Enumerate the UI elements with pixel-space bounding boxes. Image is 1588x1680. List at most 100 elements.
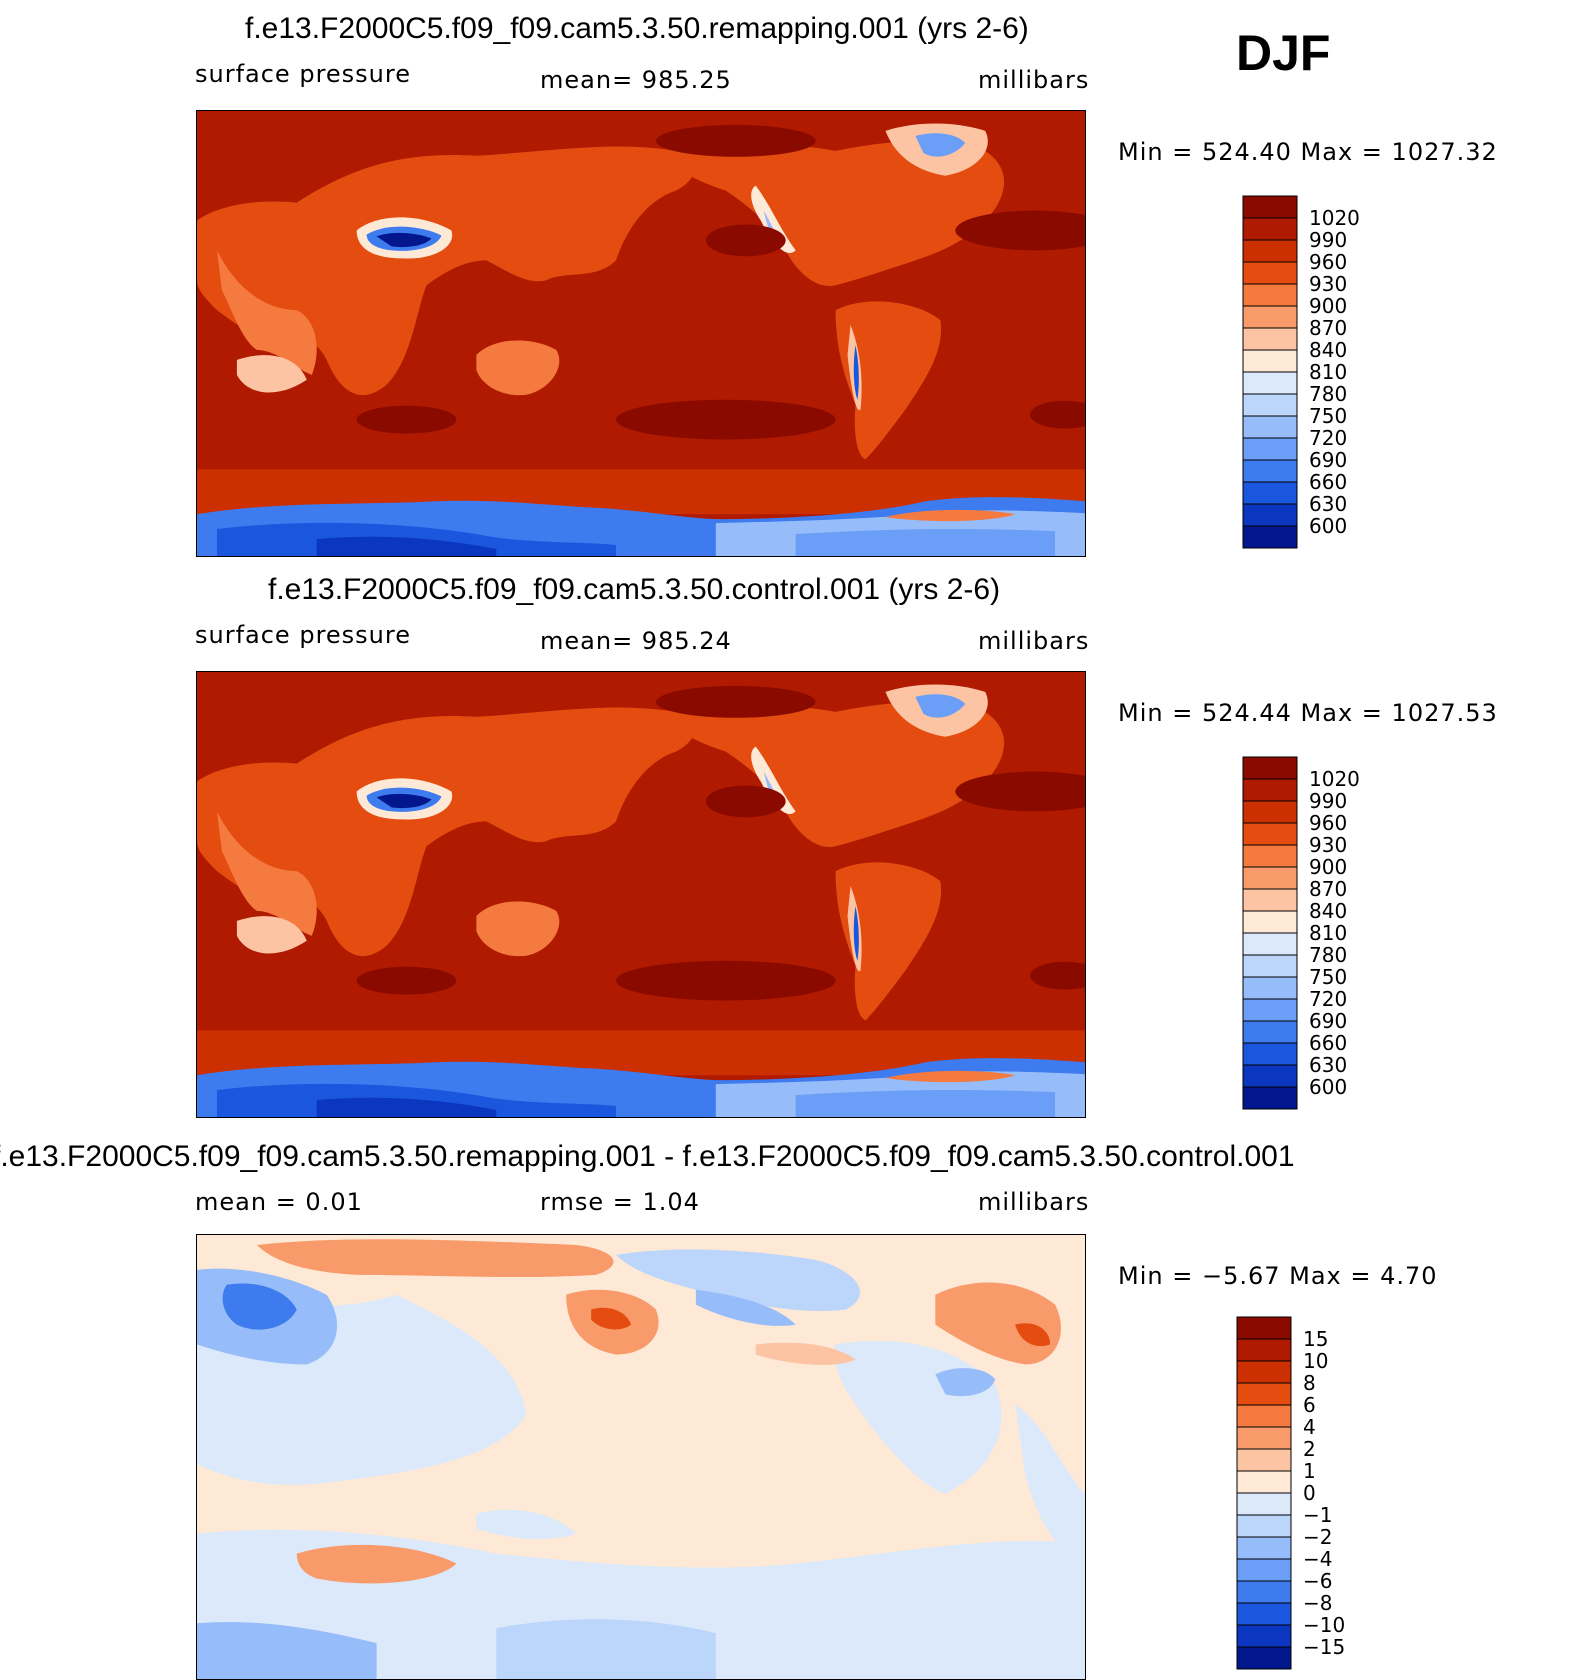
panel-2-mean-label: mean= 985.24 bbox=[540, 627, 732, 655]
panel-3-colorbar-tick-label: −4 bbox=[1303, 1547, 1332, 1571]
panel-1-colorbar-tick-label: 630 bbox=[1309, 492, 1347, 516]
panel-1-colorbar-swatch bbox=[1242, 283, 1298, 307]
panel-3-colorbar-tick-label: 6 bbox=[1303, 1393, 1316, 1417]
panel-1-colorbar-swatch bbox=[1242, 415, 1298, 439]
panel-1-colorbar-swatch bbox=[1242, 503, 1298, 527]
panel-3-colorbar-tick-label: 4 bbox=[1303, 1415, 1316, 1439]
panel-2-units-label: millibars bbox=[978, 627, 1090, 655]
panel-3-colorbar-tick-label: 0 bbox=[1303, 1481, 1316, 1505]
panel-3-map bbox=[196, 1234, 1086, 1680]
panel-3-colorbar-tick-label: 15 bbox=[1303, 1327, 1328, 1351]
panel-3-colorbar-swatch bbox=[1236, 1316, 1292, 1340]
panel-3-colorbar-tick-label: −15 bbox=[1303, 1635, 1345, 1659]
panel-1-map bbox=[196, 110, 1086, 557]
panel-3-colorbar-tick-label: 1 bbox=[1303, 1459, 1316, 1483]
panel-2-variable-label: surface pressure bbox=[195, 621, 411, 649]
panel-1-colorbar-tick-label: 750 bbox=[1309, 404, 1347, 428]
panel-2-colorbar-tick-label: 930 bbox=[1309, 833, 1347, 857]
panel-3-colorbar-tick-label: 2 bbox=[1303, 1437, 1316, 1461]
panel-3-colorbar-swatch bbox=[1236, 1558, 1292, 1582]
panel-2-colorbar-swatch bbox=[1242, 954, 1298, 978]
tibet-low bbox=[376, 232, 432, 248]
panel-2-colorbar-tick-label: 990 bbox=[1309, 789, 1347, 813]
panel-1-colorbar-tick-label: 720 bbox=[1309, 426, 1347, 450]
australia bbox=[476, 340, 560, 396]
panel-2-colorbar-swatch bbox=[1242, 800, 1298, 824]
panel-3-colorbar-tick-label: −2 bbox=[1303, 1525, 1332, 1549]
tibet-low bbox=[376, 793, 432, 809]
panel-1-colorbar-swatch bbox=[1242, 239, 1298, 263]
panel-2-colorbar-tick-label: 750 bbox=[1309, 965, 1347, 989]
panel-2-colorbar-swatch bbox=[1242, 1086, 1298, 1110]
panel-1-colorbar-tick-label: 1020 bbox=[1309, 206, 1360, 230]
panel-2-colorbar-svg: 1020990960930900870840810780750720690660… bbox=[1242, 756, 1360, 1110]
panel-3-colorbar-swatch bbox=[1236, 1404, 1292, 1428]
panel-1-colorbar-swatch bbox=[1242, 217, 1298, 241]
panel-1-colorbar-swatch bbox=[1242, 305, 1298, 329]
panel-2-colorbar-tick-label: 810 bbox=[1309, 921, 1347, 945]
panel-2-colorbar-tick-label: 900 bbox=[1309, 855, 1347, 879]
panel-1-colorbar-swatch bbox=[1242, 393, 1298, 417]
panel-2-colorbar-tick-label: 690 bbox=[1309, 1009, 1347, 1033]
panel-1-colorbar: 1020 990 960 930 900 870 840 810 780 750 720 690 660… bbox=[1242, 195, 1393, 549]
panel-1-colorbar-tick-label: 930 bbox=[1309, 272, 1347, 296]
panel-1-colorbar-swatch bbox=[1242, 371, 1298, 395]
north-america bbox=[665, 141, 1005, 286]
south-america bbox=[835, 301, 942, 460]
season-label: DJF bbox=[1236, 25, 1331, 81]
panel-2-colorbar-swatch bbox=[1242, 1042, 1298, 1066]
panel-2-colorbar-tick-label: 630 bbox=[1309, 1053, 1347, 1077]
panel-3-colorbar-tick-label: −6 bbox=[1303, 1569, 1332, 1593]
panel-1-colorbar-tick-label: 660 bbox=[1309, 470, 1347, 494]
panel-2-colorbar-swatch bbox=[1242, 910, 1298, 934]
panel-3-colorbar-swatch bbox=[1236, 1448, 1292, 1472]
panel-1-mean-label: mean= 985.25 bbox=[540, 66, 732, 94]
eurasia-africa bbox=[197, 707, 695, 957]
panel-2-colorbar-swatch bbox=[1242, 866, 1298, 890]
south-america bbox=[835, 862, 942, 1021]
panel-1-colorbar-swatch bbox=[1242, 195, 1298, 219]
panel-3-colorbar-swatch bbox=[1236, 1514, 1292, 1538]
panel-2-colorbar-tick-label: 1020 bbox=[1309, 767, 1360, 791]
panel-1-title: f.e13.F2000C5.f09_f09.cam5.3.50.remappin… bbox=[245, 12, 1029, 45]
panel-2-colorbar-swatch bbox=[1242, 844, 1298, 868]
panel-3-colorbar-swatch bbox=[1236, 1624, 1292, 1648]
panel-3-colorbar-swatch bbox=[1236, 1492, 1292, 1516]
panel-1-variable-label: surface pressure bbox=[195, 60, 411, 88]
panel-3-colorbar-swatch bbox=[1236, 1536, 1292, 1560]
panel-3-colorbar-swatch bbox=[1236, 1338, 1292, 1362]
panel-1-colorbar-swatch bbox=[1242, 261, 1298, 285]
panel-3-rmse-label: rmse = 1.04 bbox=[540, 1188, 700, 1216]
panel-2-map bbox=[196, 671, 1086, 1118]
panel-1-units-label: millibars bbox=[978, 66, 1090, 94]
panel-1-colorbar-swatch bbox=[1242, 349, 1298, 373]
panel-1-colorbar-tick-label: 840 bbox=[1309, 338, 1347, 362]
panel-1-colorbar-svg: 1020990960930900870840810780750720690660… bbox=[1242, 195, 1360, 549]
panel-2-colorbar-swatch bbox=[1242, 778, 1298, 802]
panel-2-colorbar-swatch bbox=[1242, 888, 1298, 912]
eurasia-africa bbox=[197, 146, 695, 396]
panel-2-colorbar-swatch bbox=[1242, 976, 1298, 1000]
panel-3-colorbar-tick-label: 8 bbox=[1303, 1371, 1316, 1395]
panel-3-colorbar-swatch bbox=[1236, 1646, 1292, 1670]
panel-2-colorbar-swatch bbox=[1242, 1020, 1298, 1044]
panel-2-colorbar: 1020 990 960 930 900 870 840 810 780 750 720 690 660… bbox=[1242, 756, 1393, 1110]
panel-3-colorbar: 15 10 8 6 4 2 1 0 −1 −2 −4 −6 −8 −10 −15 bbox=[1236, 1316, 1387, 1670]
panel-1-colorbar-swatch bbox=[1242, 525, 1298, 549]
panel-3-colorbar-swatch bbox=[1236, 1602, 1292, 1626]
panel-2-colorbar-tick-label: 840 bbox=[1309, 899, 1347, 923]
panel-1-colorbar-swatch bbox=[1242, 327, 1298, 351]
panel-2-title: f.e13.F2000C5.f09_f09.cam5.3.50.control.… bbox=[268, 573, 1001, 606]
panel-2-colorbar-swatch bbox=[1242, 1064, 1298, 1088]
panel-3-title: f.e13.F2000C5.f09_f09.cam5.3.50.remappin… bbox=[0, 1140, 1295, 1173]
panel-1-colorbar-tick-label: 900 bbox=[1309, 294, 1347, 318]
panel-2-colorbar-tick-label: 600 bbox=[1309, 1075, 1347, 1099]
panel-2-colorbar-tick-label: 960 bbox=[1309, 811, 1347, 835]
panel-2-map-svg bbox=[197, 672, 1085, 1117]
panel-1-colorbar-tick-label: 870 bbox=[1309, 316, 1347, 340]
panel-1-colorbar-tick-label: 990 bbox=[1309, 228, 1347, 252]
panel-3-units-label: millibars bbox=[978, 1188, 1090, 1216]
panel-1-colorbar-swatch bbox=[1242, 459, 1298, 483]
panel-3-colorbar-swatch bbox=[1236, 1470, 1292, 1494]
